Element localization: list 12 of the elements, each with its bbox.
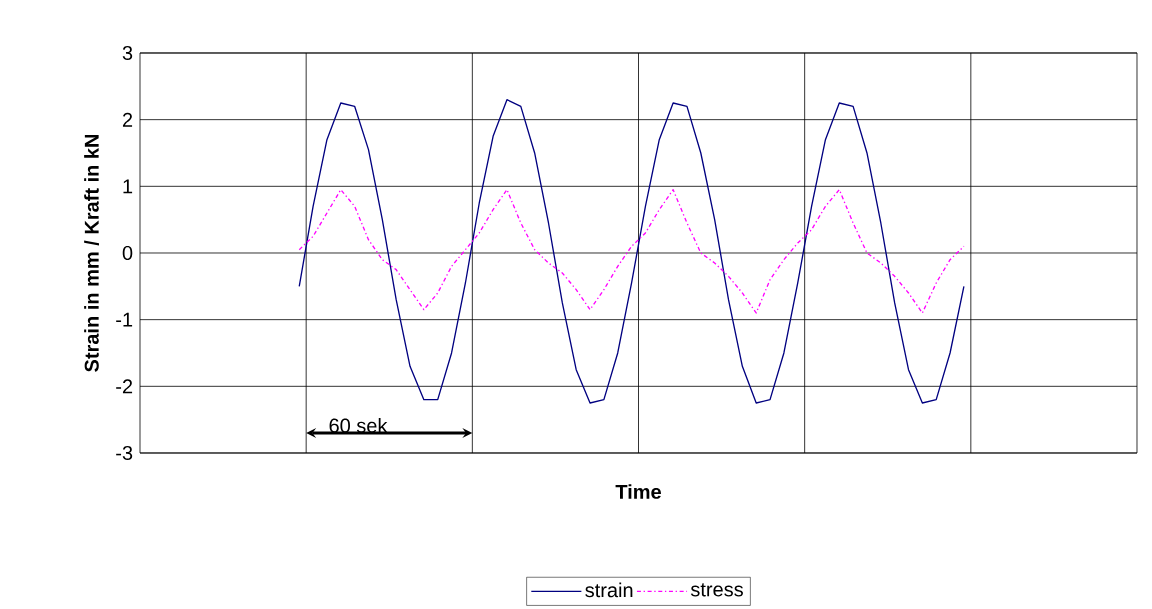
- legend-label: strain: [585, 582, 633, 598]
- y-tick-label: 0: [122, 245, 133, 261]
- y-tick-label: 1: [123, 179, 133, 194]
- y-tick-label: -1: [116, 312, 133, 327]
- legend-label: stress: [690, 583, 743, 597]
- line-series: [298, 98, 965, 404]
- y-axis-title: Strain in mm / Kraft in kN: [84, 134, 100, 372]
- y-tick-label: 2: [122, 112, 133, 127]
- y-tick-label: 3: [122, 45, 133, 61]
- y-tick-label: -2: [116, 379, 133, 394]
- x-axis-title: Time: [615, 484, 661, 499]
- y-tick-label: -3: [116, 445, 133, 461]
